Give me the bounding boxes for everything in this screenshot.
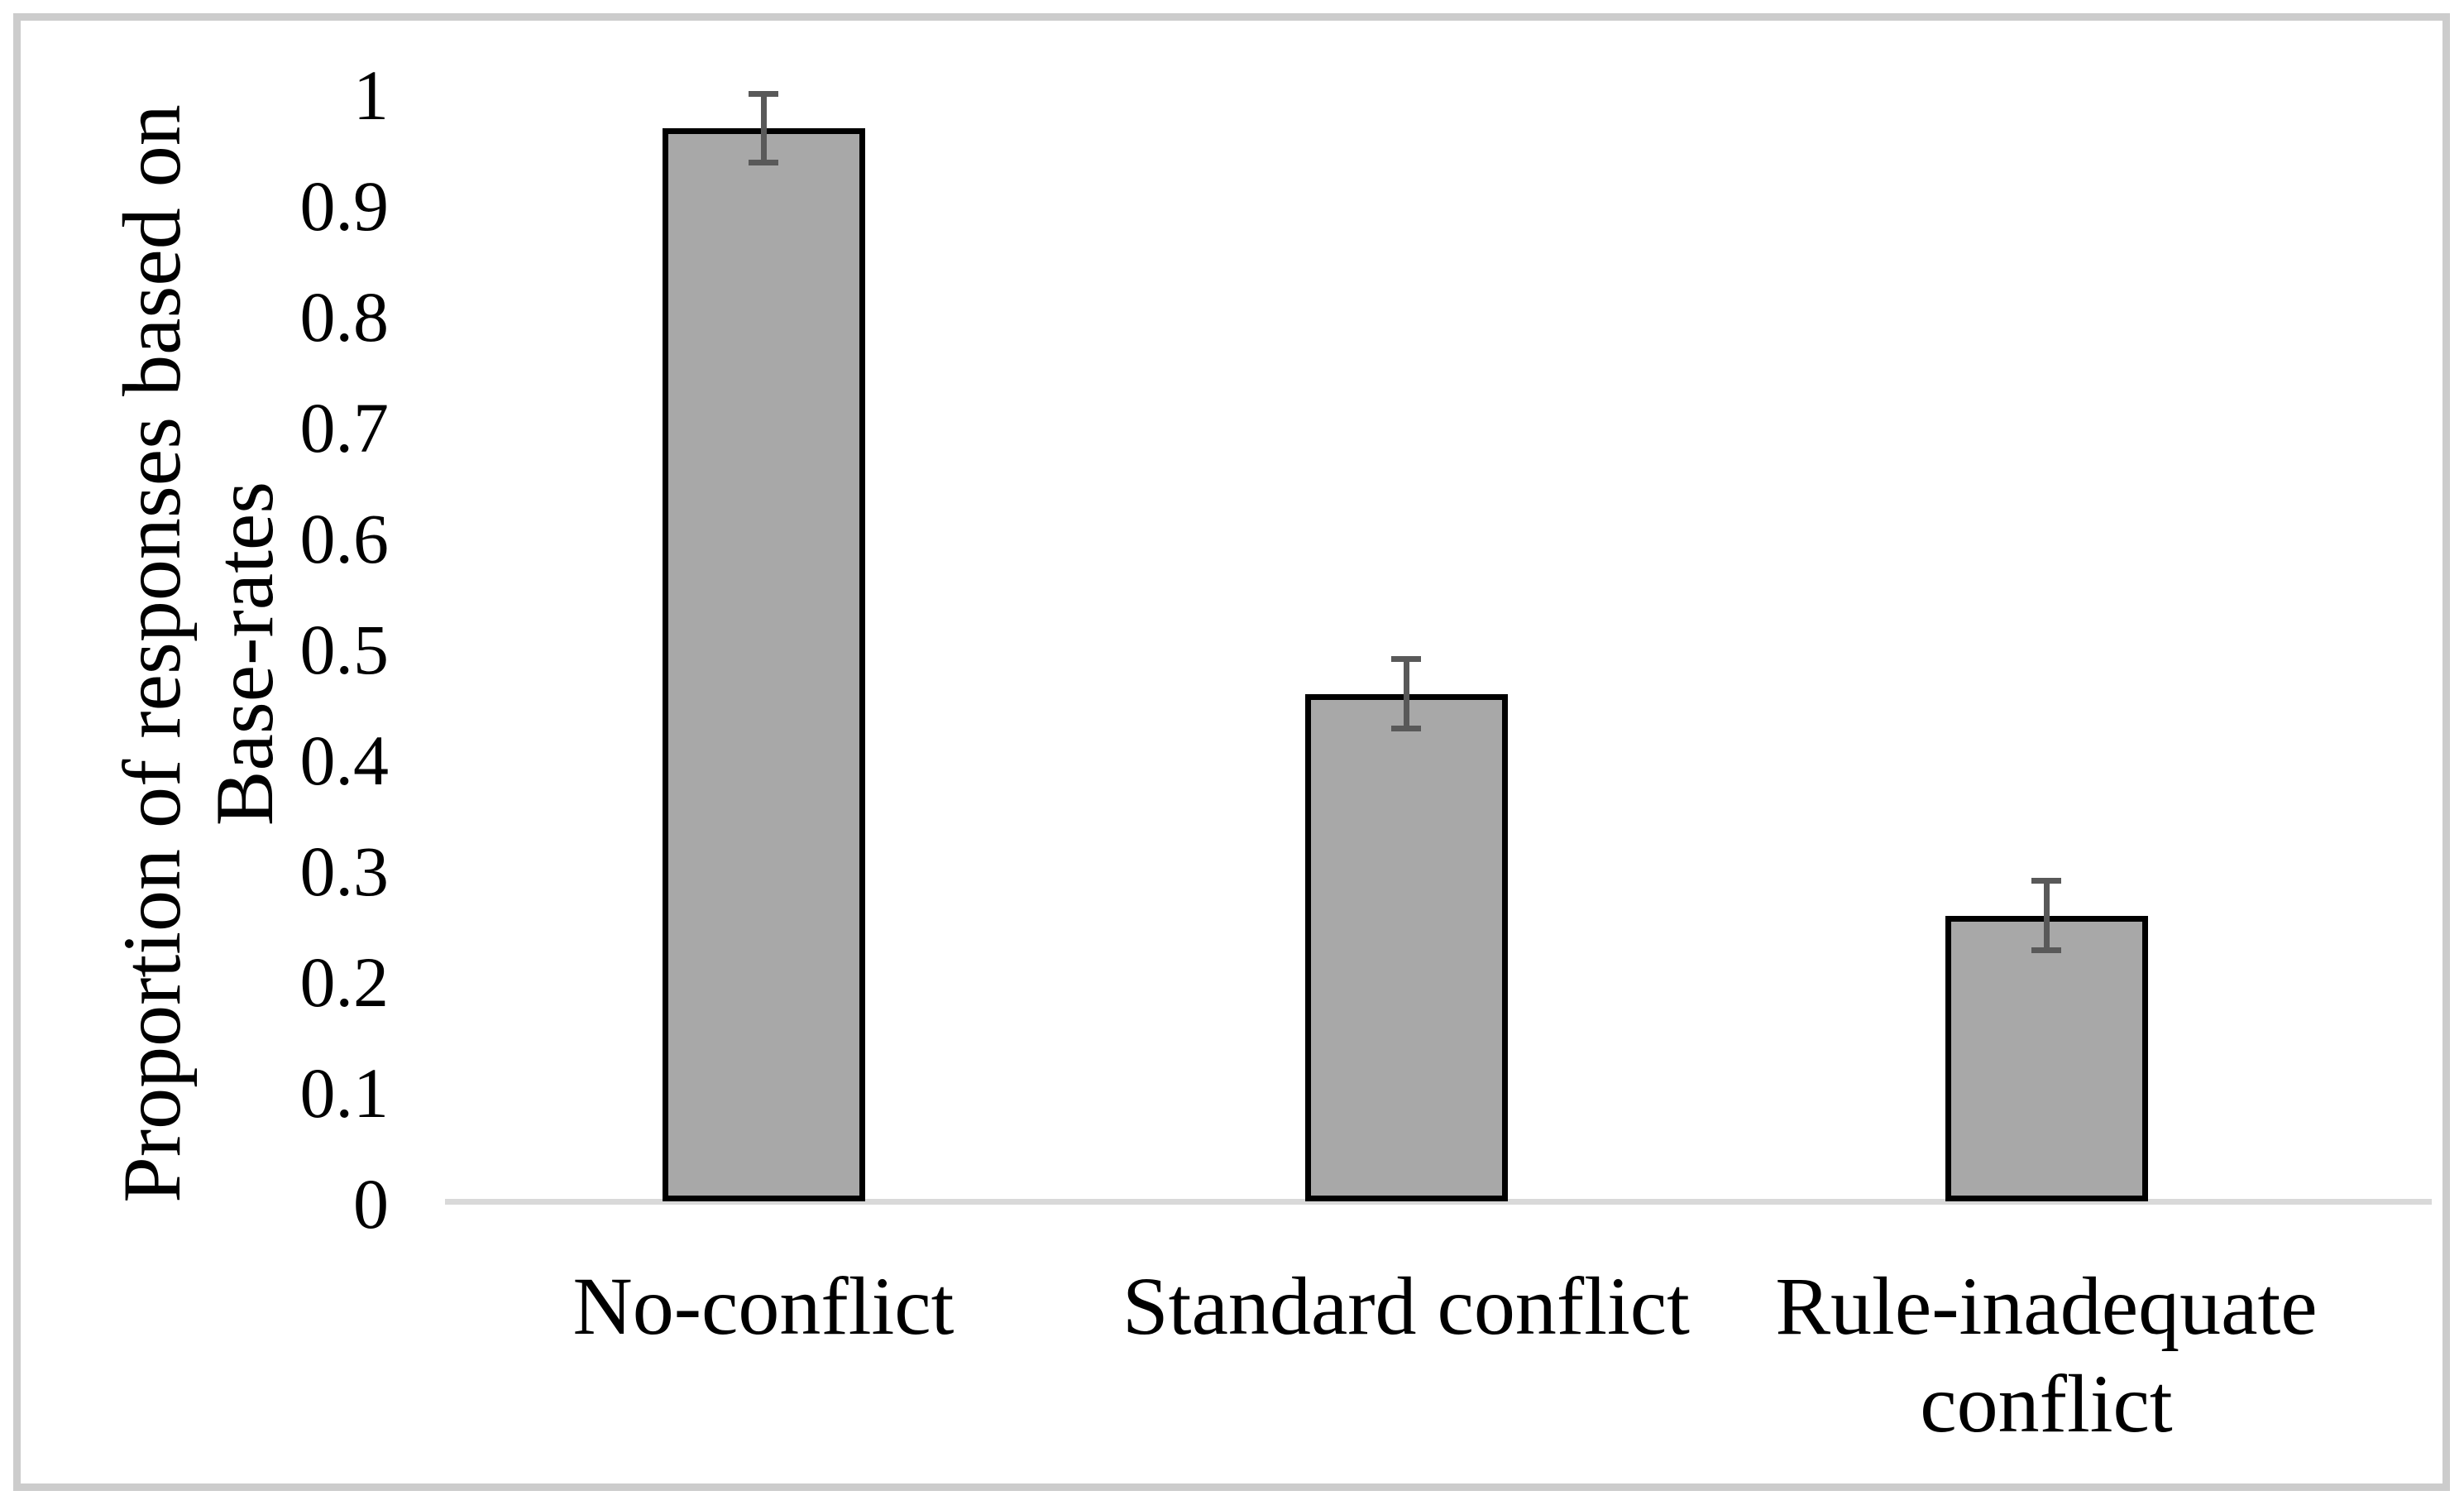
y-tick-label-0.1: 0.1 xyxy=(299,1053,390,1133)
bar-standard-conflict xyxy=(1304,693,1508,1201)
error-bar-cap-top-rule-inadequate-conflict xyxy=(2031,878,2061,884)
x-axis-line xyxy=(445,1199,2432,1205)
y-tick-label-1: 1 xyxy=(353,55,389,135)
y-tick-label-0.8: 0.8 xyxy=(299,277,390,357)
figure-border xyxy=(13,13,2450,1491)
error-bar-cap-bottom-standard-conflict xyxy=(1391,725,1421,731)
x-category-label-rule-inadequate-conflict: Rule-inadequate conflict xyxy=(1682,1258,2410,1453)
error-bar-cap-bottom-rule-inadequate-conflict xyxy=(2031,947,2061,953)
bar-rule-inadequate-conflict xyxy=(1945,915,2148,1201)
x-category-label-no-conflict: No-conflict xyxy=(400,1258,1127,1355)
bar-no-conflict xyxy=(662,128,865,1201)
error-bar-cap-top-no-conflict xyxy=(749,91,778,97)
error-bar-standard-conflict xyxy=(1403,660,1409,727)
x-category-label-line: conflict xyxy=(1920,1358,2173,1450)
x-category-label-line: No-conflict xyxy=(572,1260,955,1352)
error-bar-no-conflict xyxy=(760,95,767,162)
y-tick-label-0.2: 0.2 xyxy=(299,942,390,1022)
y-tick-label-0.5: 0.5 xyxy=(299,610,390,689)
x-category-label-line: Standard conflict xyxy=(1122,1260,1690,1352)
x-category-label-line: Rule-inadequate xyxy=(1775,1260,2318,1352)
y-tick-label-0.4: 0.4 xyxy=(299,721,390,800)
y-tick-label-0.9: 0.9 xyxy=(299,166,390,246)
y-tick-label-0.3: 0.3 xyxy=(299,832,390,911)
y-tick-label-0: 0 xyxy=(353,1164,389,1244)
error-bar-rule-inadequate-conflict xyxy=(2043,882,2050,949)
y-tick-label-0.6: 0.6 xyxy=(299,499,390,578)
y-tick-label-0.7: 0.7 xyxy=(299,388,390,467)
error-bar-cap-bottom-no-conflict xyxy=(749,160,778,166)
error-bar-cap-top-standard-conflict xyxy=(1391,656,1421,663)
x-category-label-standard-conflict: Standard conflict xyxy=(1042,1258,1770,1355)
